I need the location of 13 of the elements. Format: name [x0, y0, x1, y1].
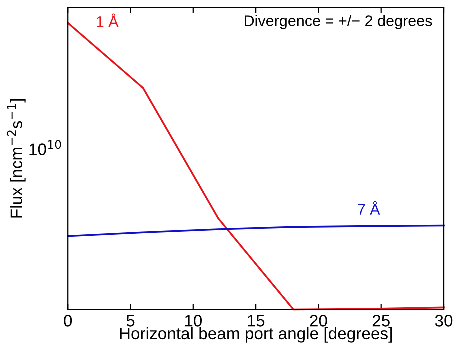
x-tick-label: 5 [126, 315, 135, 327]
x-tick-label: 30 [435, 315, 453, 327]
series-label: 1 Å [97, 14, 119, 28]
x-tick-label: 10 [185, 315, 202, 327]
x-tick-label: 25 [372, 315, 390, 327]
series-label: 7 Å [358, 201, 380, 215]
x-axis-title: Horizontal beam port angle [degrees] [120, 327, 392, 343]
text: 10$^{10}$ [30, 140, 62, 156]
x-tick-label: 20 [310, 315, 328, 327]
annotation: Divergence = +/− 2 degrees [245, 15, 432, 30]
x-tick-label: 15 [248, 315, 265, 327]
y-axis-title: Flux [ncm$^{−2}$s$^{−1}$] [7, 99, 26, 218]
x-tick-label: 0 [64, 315, 72, 327]
